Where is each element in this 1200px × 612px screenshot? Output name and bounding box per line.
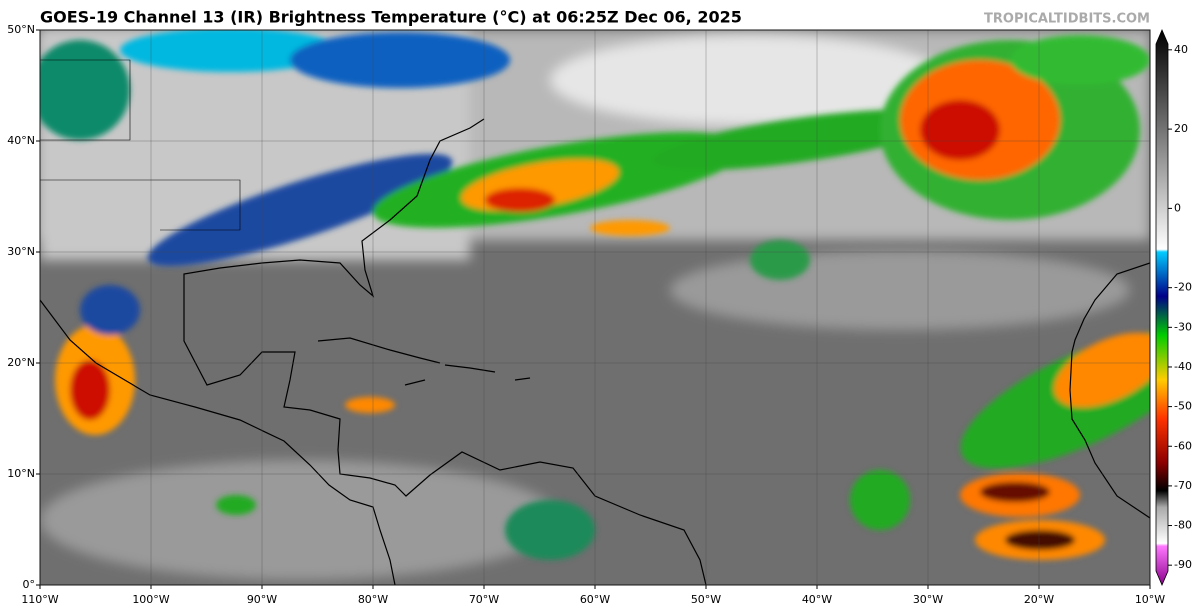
- x-tick-label: 80°W: [358, 593, 388, 606]
- source: TROPICALTIDBITS.COM: [984, 12, 1150, 27]
- colorbar-tick-label: -70: [1174, 479, 1192, 492]
- x-tick-label: 110°W: [21, 593, 58, 606]
- y-tick-label: 0°: [23, 578, 36, 591]
- y-tick-label: 50°N: [7, 23, 35, 36]
- colorbar-tick-label: -90: [1174, 558, 1192, 571]
- graticule: 110°W 100°W 90°W 80°W 70°W 60°W 50°W 40°W 30°W 20…: [7, 23, 1165, 606]
- x-tick-label: 20°W: [1024, 593, 1054, 606]
- colorbar-tick-label: 40: [1174, 43, 1188, 56]
- colorbar-tick-label: -20: [1174, 281, 1192, 294]
- colorbar-tick-label: 20: [1174, 122, 1188, 135]
- colorbar-tick-label: -50: [1174, 400, 1192, 413]
- x-tick-label: 40°W: [802, 593, 832, 606]
- colorbar-tick-label: -30: [1174, 320, 1192, 333]
- y-tick-label: 10°N: [7, 467, 35, 480]
- x-tick-label: 60°W: [580, 593, 610, 606]
- y-tick-label: 20°N: [7, 356, 35, 369]
- y-tick-label: 40°N: [7, 134, 35, 147]
- x-tick-label: 70°W: [469, 593, 499, 606]
- colorbar: 40 20 0 -20 -30 -40 -50 -60 -70 -80 -90: [1155, 28, 1192, 587]
- title: GOES-19 Channel 13 (IR) Brightness Tempe…: [40, 8, 742, 27]
- colorbar-tick-label: -60: [1174, 439, 1192, 452]
- y-tick-label: 30°N: [7, 245, 35, 258]
- x-tick-label: 50°W: [691, 593, 721, 606]
- coastlines: [40, 59, 1150, 585]
- x-tick-label: 10°W: [1135, 593, 1165, 606]
- colorbar-tick-label: -80: [1174, 519, 1192, 532]
- x-tick-label: 30°W: [913, 593, 943, 606]
- colorbar-body: [1155, 28, 1169, 587]
- colorbar-tick-label: -40: [1174, 360, 1192, 373]
- colorbar-tick-label: 0: [1174, 201, 1181, 214]
- satellite-image: [40, 30, 1150, 585]
- x-tick-label: 90°W: [247, 593, 277, 606]
- x-tick-label: 100°W: [132, 593, 169, 606]
